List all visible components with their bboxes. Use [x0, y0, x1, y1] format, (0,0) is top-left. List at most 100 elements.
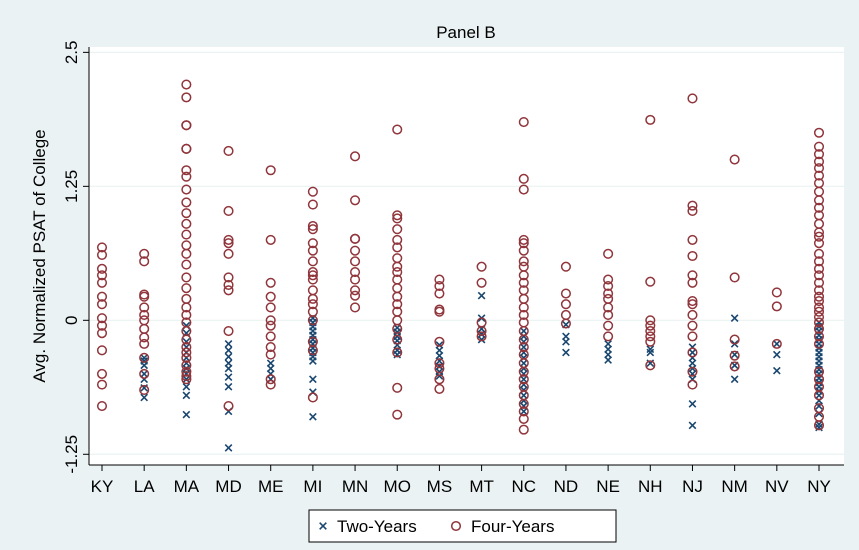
- x-tick-label: MN: [342, 477, 368, 496]
- four-years-point: [181, 218, 192, 229]
- four-years-point: [392, 334, 403, 345]
- x-tick-label: ME: [258, 477, 284, 496]
- two-years-point: [519, 407, 528, 416]
- four-years-point: [518, 398, 529, 409]
- x-tick-label: MD: [215, 477, 241, 496]
- legend: Two-Years Four-Years: [308, 509, 617, 543]
- four-years-point: [307, 186, 318, 197]
- four-years-point: [350, 256, 361, 267]
- four-years-point: [181, 352, 192, 363]
- four-years-point: [645, 315, 656, 326]
- x-tick-label: NV: [765, 477, 789, 496]
- four-years-point: [813, 323, 825, 334]
- four-years-point: [434, 336, 445, 347]
- four-years-point: [392, 242, 403, 253]
- four-years-point: [265, 379, 276, 390]
- four-years-point: [813, 256, 825, 267]
- four-years-point: [518, 334, 529, 345]
- four-years-point: [813, 306, 825, 317]
- four-years-point: [181, 120, 192, 131]
- y-axis-label: Avg. Normalized PSAT of College: [30, 129, 49, 382]
- four-years-point: [813, 295, 825, 307]
- four-years-point: [181, 208, 192, 219]
- four-years-point: [265, 320, 276, 331]
- four-years-point: [223, 325, 234, 337]
- four-years-point: [813, 231, 825, 242]
- four-years-point: [813, 163, 825, 174]
- four-years-point: [771, 301, 782, 312]
- four-years-point: [645, 360, 656, 371]
- four-years-point: [813, 195, 825, 206]
- four-years-point: [223, 238, 234, 249]
- four-years-point: [645, 325, 656, 337]
- four-years-point: [265, 342, 276, 353]
- four-years-point: [729, 361, 740, 372]
- four-years-point: [518, 238, 529, 249]
- two-years-point: [182, 410, 191, 419]
- y-tick-label: 1.25: [62, 170, 81, 203]
- four-years-point: [392, 382, 403, 393]
- four-years-point: [96, 270, 108, 281]
- two-years-point: [224, 340, 233, 348]
- four-years-point: [560, 299, 571, 310]
- x-tick-label: NC: [511, 477, 536, 496]
- four-years-point: [139, 302, 150, 313]
- four-years-point: [223, 145, 234, 157]
- four-years-point: [813, 277, 825, 288]
- x-tick-label: MI: [303, 477, 322, 496]
- four-years-point: [603, 280, 614, 292]
- four-years-point: [434, 358, 445, 369]
- four-years-point: [518, 245, 529, 256]
- four-years-point: [307, 224, 318, 235]
- four-years-point: [603, 302, 614, 313]
- four-years-point: [223, 401, 234, 412]
- four-years-point: [729, 272, 740, 283]
- four-years-point: [139, 332, 150, 343]
- four-years-point: [181, 184, 192, 195]
- four-years-point: [223, 272, 234, 283]
- four-years-point: [181, 92, 192, 103]
- two-years-point: [224, 364, 233, 373]
- two-years-point: [435, 372, 444, 380]
- four-years-point: [350, 195, 361, 206]
- four-years-point: [687, 299, 698, 310]
- four-years-point: [813, 338, 825, 349]
- two-years-point: [224, 352, 233, 361]
- four-years-point: [181, 374, 192, 385]
- four-years-point: [181, 334, 192, 345]
- four-years-point: [813, 302, 825, 313]
- four-years-point: [603, 309, 614, 320]
- four-years-point: [350, 285, 361, 296]
- four-years-point: [813, 127, 825, 138]
- legend-two-years-label: Two-Years: [337, 517, 417, 536]
- x-tick-label: MA: [174, 477, 200, 496]
- x-tick-label: MT: [469, 477, 494, 496]
- chart-title: Panel B: [436, 23, 496, 42]
- two-years-point: [562, 348, 570, 357]
- two-years-point: [688, 421, 697, 430]
- four-years-point: [729, 154, 740, 165]
- four-years-point: [223, 279, 234, 290]
- four-years-point: [392, 261, 403, 272]
- x-tick-label: MS: [427, 477, 453, 496]
- four-years-point: [645, 320, 656, 331]
- x-tick-label: NY: [807, 477, 831, 496]
- x-tick-label: MO: [384, 477, 411, 496]
- two-years-point: [182, 391, 191, 400]
- four-years-point: [771, 338, 782, 349]
- four-years-point: [307, 270, 318, 281]
- four-years-point: [350, 290, 361, 301]
- legend-four-years-label: Four-Years: [471, 517, 554, 536]
- four-years-point: [687, 379, 698, 390]
- four-years-point: [518, 184, 529, 195]
- four-years-point: [139, 309, 150, 320]
- four-years-point: [813, 420, 825, 431]
- four-years-point: [181, 272, 192, 283]
- four-years-point: [392, 291, 403, 302]
- four-years-point: [307, 299, 318, 310]
- data-points: [96, 79, 825, 452]
- four-years-point: [181, 283, 192, 294]
- four-years-point: [139, 384, 150, 396]
- two-years-point: [477, 291, 486, 300]
- four-years-point: [813, 248, 825, 259]
